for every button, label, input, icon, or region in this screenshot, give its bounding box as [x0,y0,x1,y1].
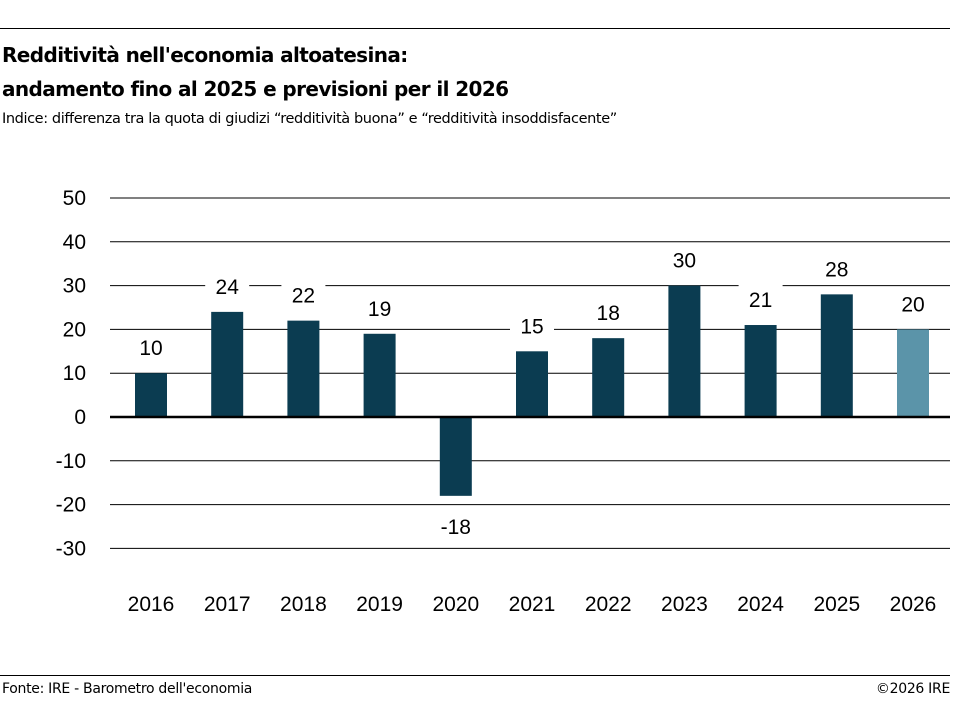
bar-2026 [897,329,929,417]
bar-2020 [439,417,472,496]
x-tick-label: 2024 [737,593,784,616]
data-label-bg [510,309,554,342]
data-label: 20 [901,293,924,316]
y-tick-label: 50 [63,187,86,210]
x-tick-label: 2016 [128,593,175,616]
data-label: 18 [597,302,620,325]
x-tick-label: 2018 [280,593,327,616]
x-tick-label: 2026 [890,593,937,616]
chart-subtitle: Indice: differenza tra la quota di giudi… [2,111,617,127]
data-label: 24 [216,276,240,299]
data-label-bg [891,287,935,320]
bar-2023 [668,285,701,417]
data-label: 21 [749,289,772,312]
chart-title: Redditività nell'economia altoatesina: an… [2,43,509,101]
bar-2024 [744,325,777,417]
x-tick-label: 2023 [661,593,708,616]
data-label: 10 [139,337,162,360]
bar-2025 [820,294,853,417]
x-tick-label: 2017 [204,593,251,616]
data-label-bg [205,269,250,302]
y-tick-label: -20 [56,494,86,517]
data-label: 19 [368,298,391,321]
data-label-bg [281,278,326,311]
data-label-bg [814,252,859,285]
y-tick-label: -10 [56,450,86,473]
data-label-bg [662,243,707,276]
source-note: Fonte: IRE - Barometro dell'economia [2,681,253,697]
data-label: 30 [673,250,696,273]
x-tick-label: 2025 [813,593,860,616]
bar-2018 [287,320,320,417]
copyright: ©2026 IRE [875,681,950,697]
data-label-bg [586,296,631,329]
footer-rule [0,675,950,676]
data-label-bg [738,283,783,316]
data-label: 22 [292,285,315,308]
y-tick-label: 40 [63,231,86,254]
data-label: -18 [441,516,471,539]
data-label: 15 [520,315,543,338]
bar-2016 [135,373,167,417]
x-tick-label: 2020 [432,593,479,616]
data-label: 28 [825,258,848,281]
y-tick-label: 10 [63,362,86,385]
x-tick-label: 2019 [356,593,403,616]
x-tick-label: 2022 [585,593,632,616]
y-tick-label: 20 [63,318,86,341]
bar-2021 [516,351,548,417]
y-tick-label: 30 [63,275,86,298]
bar-2017 [211,311,244,417]
bar-2022 [592,338,625,417]
data-label-bg [433,509,478,542]
y-tick-label: 0 [74,406,86,429]
top-rule [0,28,950,29]
bar-2019 [363,333,396,417]
y-tick-label: -30 [56,537,86,560]
data-label-bg [129,331,173,364]
data-label-bg [357,291,402,324]
x-tick-label: 2021 [509,593,556,616]
